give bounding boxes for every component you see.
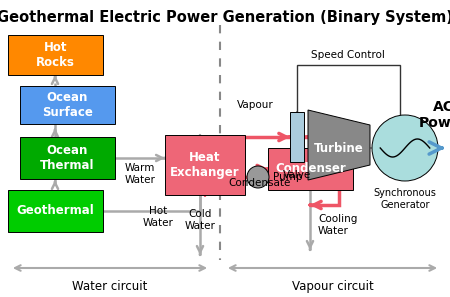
FancyArrowPatch shape — [197, 246, 203, 255]
Text: Ocean
Thermal: Ocean Thermal — [40, 144, 95, 172]
FancyArrowPatch shape — [310, 201, 321, 208]
Text: Vapour circuit: Vapour circuit — [292, 280, 374, 293]
FancyArrowPatch shape — [335, 148, 342, 159]
Text: Hot
Water: Hot Water — [143, 206, 173, 228]
Text: Speed Control: Speed Control — [311, 50, 385, 60]
FancyBboxPatch shape — [165, 135, 245, 195]
FancyArrowPatch shape — [257, 165, 268, 173]
Circle shape — [247, 166, 269, 188]
Text: Geothermal: Geothermal — [17, 205, 94, 217]
Text: Water circuit: Water circuit — [72, 280, 148, 293]
Text: AC
Power: AC Power — [418, 100, 450, 130]
Polygon shape — [308, 110, 370, 180]
FancyBboxPatch shape — [290, 112, 304, 162]
Text: Geothermal Electric Power Generation (Binary System): Geothermal Electric Power Generation (Bi… — [0, 10, 450, 25]
FancyArrowPatch shape — [52, 130, 58, 137]
FancyArrowPatch shape — [297, 133, 308, 140]
Text: Pump: Pump — [273, 172, 302, 182]
FancyBboxPatch shape — [20, 137, 115, 179]
Text: Hot
Rocks: Hot Rocks — [36, 41, 75, 69]
Text: Heat
Exchanger: Heat Exchanger — [170, 151, 240, 179]
FancyBboxPatch shape — [268, 148, 353, 190]
Text: Valve: Valve — [283, 170, 311, 180]
Text: Synchronous
Generator: Synchronous Generator — [374, 188, 436, 210]
FancyArrowPatch shape — [279, 133, 290, 140]
FancyArrowPatch shape — [230, 265, 435, 271]
FancyArrowPatch shape — [52, 182, 58, 189]
FancyBboxPatch shape — [20, 86, 115, 124]
Text: Vapour: Vapour — [237, 100, 274, 110]
Text: Turbine: Turbine — [314, 141, 364, 154]
FancyArrowPatch shape — [52, 77, 58, 84]
FancyArrowPatch shape — [307, 181, 313, 190]
FancyArrowPatch shape — [295, 112, 299, 118]
Circle shape — [372, 115, 438, 181]
Text: Cooling
Water: Cooling Water — [318, 214, 357, 236]
Text: Condensate: Condensate — [229, 178, 291, 188]
Text: Cold
Water: Cold Water — [184, 209, 216, 231]
Text: Ocean
Surface: Ocean Surface — [42, 91, 93, 119]
FancyBboxPatch shape — [8, 35, 103, 75]
FancyArrowPatch shape — [429, 142, 442, 154]
FancyArrowPatch shape — [202, 184, 209, 195]
FancyArrowPatch shape — [197, 135, 203, 144]
FancyArrowPatch shape — [307, 241, 313, 250]
FancyArrowPatch shape — [156, 155, 165, 161]
FancyArrowPatch shape — [15, 265, 205, 271]
Text: Warm
Water: Warm Water — [125, 163, 155, 185]
Text: Condenser: Condenser — [275, 162, 346, 176]
FancyBboxPatch shape — [8, 190, 103, 232]
